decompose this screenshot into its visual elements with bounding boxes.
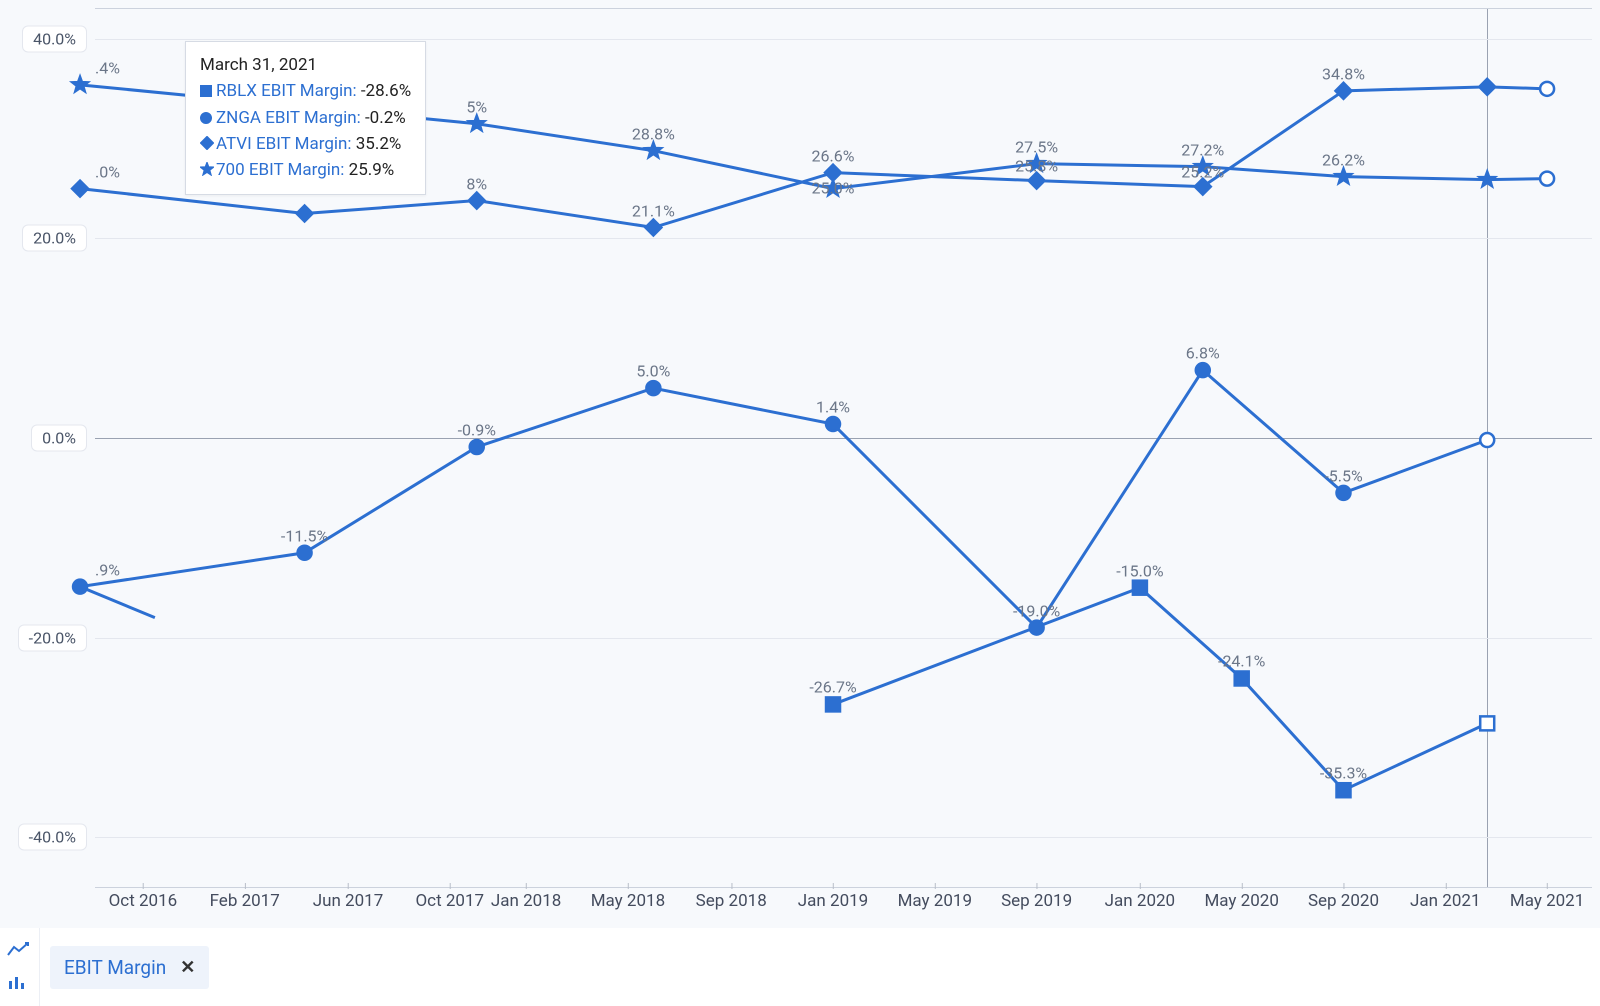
x-axis-label: Sep 2018 — [696, 891, 767, 911]
x-axis-label: Jan 2020 — [1105, 891, 1175, 911]
series-marker — [1480, 172, 1495, 186]
data-label: 6.8% — [1186, 344, 1220, 363]
chart-type-toolbar — [0, 928, 40, 1006]
bottom-bar: EBIT Margin ✕ — [0, 928, 1600, 1006]
data-label: .0% — [95, 162, 120, 181]
series-marker — [73, 580, 87, 594]
tooltip-row: RBLX EBIT Margin: -28.6% — [200, 78, 411, 104]
data-label: 25.0% — [812, 178, 855, 197]
series-marker — [1235, 671, 1249, 685]
series-marker — [1540, 172, 1554, 186]
plot-area[interactable]: March 31, 2021 RBLX EBIT Margin: -28.6%Z… — [95, 8, 1592, 888]
series-marker — [297, 206, 313, 222]
series-marker — [1336, 169, 1351, 183]
x-axis-label: Jan 2018 — [491, 891, 561, 911]
x-axis-label: Jan 2021 — [1410, 891, 1480, 911]
series-marker — [1480, 433, 1494, 447]
series-marker — [826, 697, 840, 711]
data-label: 26.6% — [812, 146, 855, 165]
x-axis-label: May 2019 — [898, 891, 972, 911]
series-marker — [1540, 82, 1554, 96]
series-marker — [298, 546, 312, 560]
series-marker — [1480, 716, 1494, 730]
series-line — [833, 588, 1487, 791]
x-axis-label: Jan 2019 — [798, 891, 868, 911]
x-axis-label: Jun 2017 — [313, 891, 384, 911]
data-label: .9% — [95, 560, 120, 579]
data-label: 28.8% — [632, 124, 675, 143]
x-axis-label: Feb 2017 — [210, 891, 280, 911]
data-label: -0.9% — [458, 420, 496, 439]
tooltip: March 31, 2021 RBLX EBIT Margin: -28.6%Z… — [185, 41, 426, 195]
data-label: -11.5% — [281, 526, 328, 545]
metric-chips: EBIT Margin ✕ — [40, 928, 209, 1006]
y-axis-label: 20.0% — [22, 225, 87, 252]
series-marker — [826, 417, 840, 431]
x-axis-label: May 2018 — [591, 891, 665, 911]
close-icon[interactable]: ✕ — [180, 957, 195, 978]
tooltip-date: March 31, 2021 — [200, 52, 411, 78]
series-marker — [1133, 581, 1147, 595]
data-label: 26.2% — [1322, 150, 1365, 169]
data-label: 27.2% — [1181, 140, 1224, 159]
data-label: 34.8% — [1322, 64, 1365, 83]
tooltip-row: 700 EBIT Margin: 25.9% — [200, 157, 411, 183]
series-marker — [1336, 486, 1350, 500]
series-marker — [646, 143, 661, 157]
y-axis-label: 0.0% — [31, 425, 87, 452]
x-axis-label: Sep 2020 — [1308, 891, 1379, 911]
data-label: -15.0% — [1116, 561, 1163, 580]
series-marker — [469, 116, 484, 130]
bar-chart-icon[interactable] — [0, 966, 36, 998]
x-axis-label: Oct 2017 — [415, 891, 484, 911]
data-label: 5% — [466, 97, 487, 116]
data-label: 5.0% — [636, 362, 670, 381]
data-label: 25.8% — [1015, 156, 1058, 175]
series-marker — [470, 440, 484, 454]
series-line — [80, 370, 1487, 627]
line-chart-icon[interactable] — [0, 934, 36, 966]
tooltip-row: ATVI EBIT Margin: 35.2% — [200, 131, 411, 157]
x-axis-label: Sep 2019 — [1001, 891, 1072, 911]
x-axis: Oct 2016 Feb 2017 Jun 2017 Oct 2017 Jan 2018… — [95, 891, 1592, 921]
y-axis-label: 40.0% — [22, 25, 87, 52]
series-marker — [646, 381, 660, 395]
data-label: -26.7% — [809, 678, 856, 697]
x-axis-label: Oct 2016 — [109, 891, 178, 911]
data-label: 21.1% — [632, 201, 675, 220]
data-label: .4% — [95, 58, 120, 77]
series-marker — [469, 193, 485, 209]
metric-chip-label: EBIT Margin — [64, 956, 166, 979]
series-marker — [72, 181, 88, 197]
series-marker — [72, 77, 87, 91]
data-label: -19.0% — [1013, 601, 1060, 620]
y-axis-label: -20.0% — [18, 624, 87, 651]
data-label: 25.2% — [1181, 162, 1224, 181]
series-marker — [1336, 783, 1350, 797]
series-marker — [1479, 79, 1495, 95]
y-axis-label: -40.0% — [18, 824, 87, 851]
data-label: 8% — [466, 174, 487, 193]
data-label: -5.5% — [1324, 466, 1362, 485]
data-label: 1.4% — [816, 397, 850, 416]
series-marker — [1196, 363, 1210, 377]
x-axis-label: May 2020 — [1204, 891, 1278, 911]
series-marker — [645, 220, 661, 236]
data-label: -24.1% — [1218, 652, 1265, 671]
chart-container: March 31, 2021 RBLX EBIT Margin: -28.6%Z… — [0, 0, 1600, 1006]
metric-chip-ebit-margin[interactable]: EBIT Margin ✕ — [50, 946, 209, 989]
tooltip-row: ZNGA EBIT Margin: -0.2% — [200, 105, 411, 131]
series-marker — [1029, 173, 1045, 189]
x-axis-label: May 2021 — [1510, 891, 1584, 911]
series-marker — [1030, 621, 1044, 635]
data-label: 27.5% — [1015, 137, 1058, 156]
data-label: -35.3% — [1320, 764, 1367, 783]
